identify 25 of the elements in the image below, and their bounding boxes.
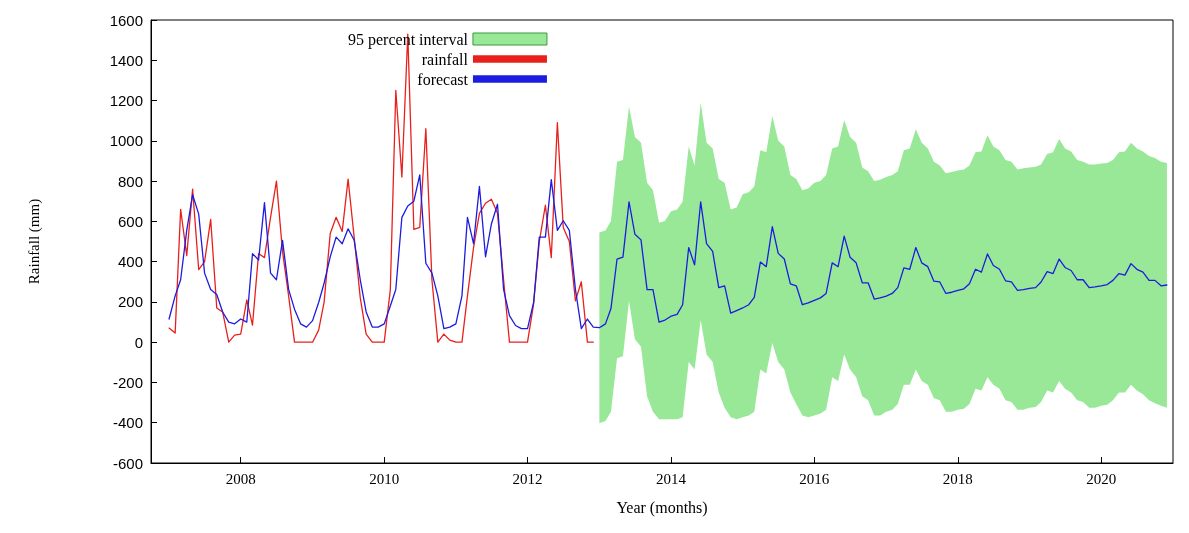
y-tick-label: 0 (134, 333, 143, 351)
y-tick-label: 800 (117, 172, 143, 190)
y-tick-label: 1400 (109, 51, 143, 69)
y-tick-label: 1600 (109, 11, 143, 29)
legend-label: forecast (417, 70, 469, 88)
y-tick-label: -200 (112, 373, 143, 391)
y-tick-label: 200 (117, 293, 143, 311)
x-tick-label: 2010 (369, 470, 400, 487)
line-series (168, 174, 1168, 330)
x-tick-label: 2012 (512, 470, 543, 487)
y-tick-label: 1200 (109, 92, 143, 110)
y-tick-label: -600 (112, 454, 143, 472)
legend-label: rainfall (421, 50, 469, 68)
y-axis-title: Rainfall (mm) (25, 198, 43, 285)
x-axis-title: Year (months) (616, 498, 708, 517)
x-tick-label: 2020 (1086, 470, 1117, 487)
line-series (168, 33, 594, 343)
x-tick-label: 2016 (799, 470, 830, 487)
x-tick-label: 2008 (225, 470, 256, 487)
y-tick-label: 600 (117, 212, 143, 230)
x-tick-label: 2018 (942, 470, 973, 487)
x-tick-label: 2014 (656, 470, 687, 487)
y-tick-label: 400 (117, 253, 143, 271)
y-tick-label: 1000 (109, 132, 143, 150)
y-tick-label: -400 (112, 414, 143, 432)
